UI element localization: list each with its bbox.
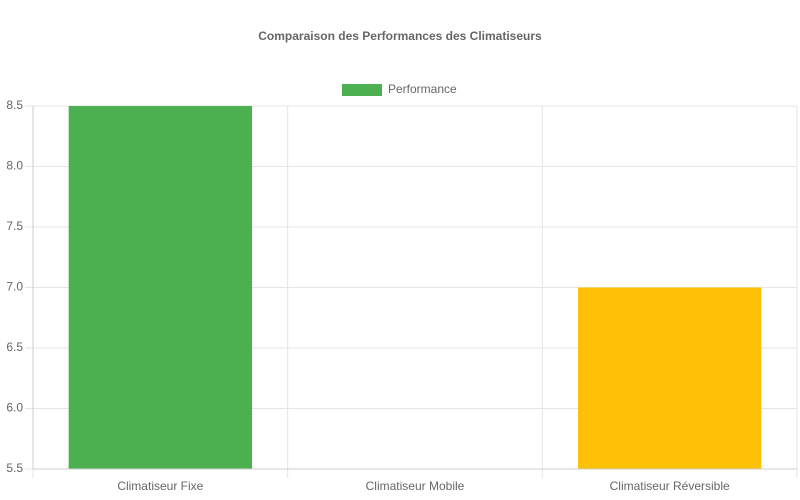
- y-tick-label: 7.5: [6, 219, 23, 233]
- y-tick-label: 8.5: [6, 98, 23, 112]
- y-tick-label: 5.5: [6, 461, 23, 475]
- bar: [577, 287, 762, 469]
- x-tick-label: Climatiseur Mobile: [366, 479, 465, 493]
- y-tick-label: 6.5: [6, 340, 23, 354]
- bar: [68, 106, 253, 469]
- y-tick-label: 6.0: [6, 401, 23, 415]
- x-tick-label: Climatiseur Réversible: [610, 479, 730, 493]
- chart-title: Comparaison des Performances des Climati…: [258, 29, 542, 43]
- legend-swatch: [342, 84, 382, 96]
- x-tick-label: Climatiseur Fixe: [117, 479, 203, 493]
- legend-label: Performance: [388, 82, 457, 96]
- y-tick-label: 7.0: [6, 280, 23, 294]
- y-tick-label: 8.0: [6, 159, 23, 173]
